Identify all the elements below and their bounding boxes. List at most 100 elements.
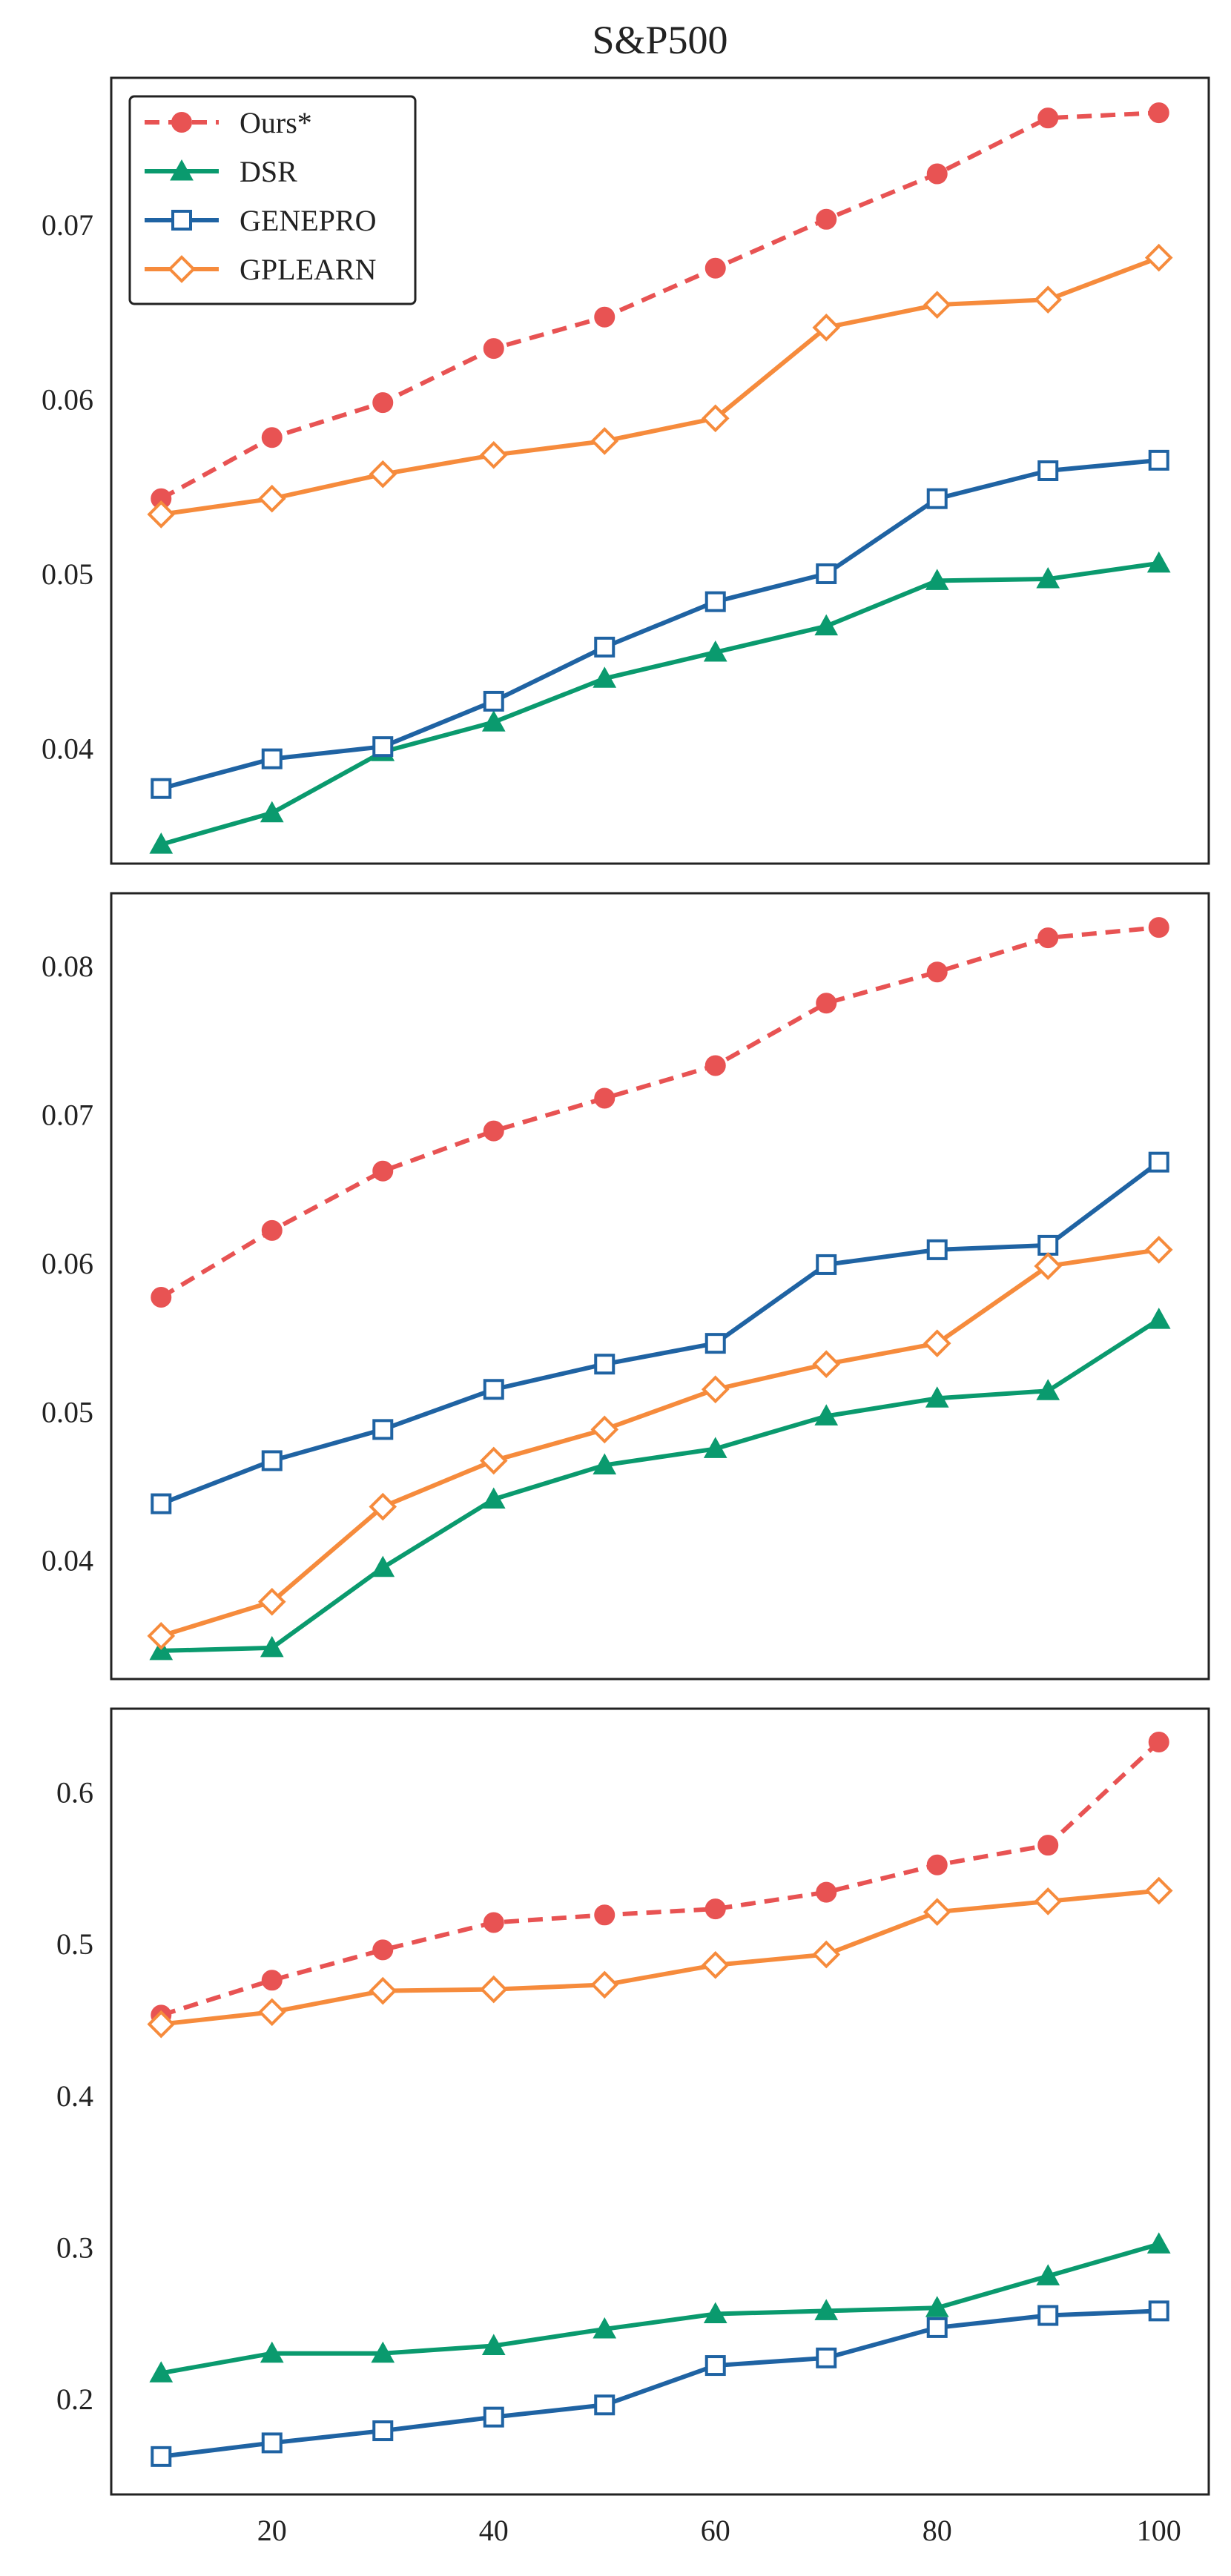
xtick-label: 60 <box>701 2514 730 2547</box>
panel-3-series-genepro-point <box>594 2394 616 2416</box>
panel-3-series-genepro-point <box>372 2420 394 2442</box>
panel-2-series-dsr-point <box>1036 1379 1060 1400</box>
panel-1-series-gplearn-line <box>160 255 1160 517</box>
panel-3-series-genepro-point <box>1037 2305 1059 2326</box>
xtick-label: 40 <box>479 2514 509 2547</box>
panel-1-series-genepro-point <box>483 690 504 712</box>
panel-2-series-gplearn-point <box>923 1329 951 1357</box>
panel-3-ytick-label: 0.4 <box>56 2079 93 2113</box>
panel-2-series-genepro-point <box>261 1450 283 1471</box>
panel-1-series-dsr-point <box>1036 567 1060 589</box>
panel-2-series-ours-point <box>1037 927 1059 949</box>
panel-2: 0.04 0.05 0.06 0.07 0.08 <box>42 892 1210 1681</box>
panel-1-series-gplearn-point <box>147 500 176 529</box>
panel-3-series-genepro-point <box>483 2406 504 2428</box>
panel-3-series-dsr-point <box>260 2341 284 2363</box>
panel-2-series-ours-point <box>151 1287 172 1308</box>
panel-3-series-dsr-point <box>1036 2264 1060 2285</box>
panel-3-frame <box>110 1707 1210 2496</box>
panel-1-series-ours-point <box>483 338 504 360</box>
panel-2-series-ours-point <box>1148 917 1169 938</box>
panel-1-series-genepro-point <box>261 748 283 769</box>
panel-1-series-gplearn-point <box>1034 285 1063 314</box>
panel-3-series-dsr-point <box>1146 2232 1171 2254</box>
panel-2-series-gplearn-point <box>147 1622 176 1650</box>
panel-1-series-dsr-point <box>703 640 727 662</box>
panel-1-series-genepro-line <box>160 457 1160 791</box>
panel-2-series-dsr-point <box>703 1437 727 1458</box>
panel-1-series-ours-point <box>261 427 283 448</box>
panel-1-series-genepro-point <box>594 636 616 658</box>
panel-2-series-gplearn-point <box>369 1492 397 1521</box>
panel-2-series-genepro-point <box>816 1254 837 1275</box>
panel-2-series-genepro-point <box>372 1419 394 1440</box>
panel-3-ytick-label: 0.5 <box>56 1927 93 1961</box>
panel-1: 0.04 0.05 0.06 0.07 Ours* DSR GENEPRO GPLEARN <box>42 76 1210 865</box>
legend-genepro-marker <box>171 210 192 231</box>
panel-3-series-ours-point <box>1037 1835 1059 1856</box>
panel-1-series-genepro-point <box>1148 449 1169 471</box>
panel-3: 0.2 0.3 0.4 0.5 0.6 <box>56 1707 1210 2496</box>
panel-3-series-dsr-point <box>481 2334 506 2355</box>
panel-1-series-dsr-point <box>925 569 949 590</box>
panel-2-series-dsr-point <box>925 1386 949 1408</box>
xtick-label: 20 <box>257 2514 287 2547</box>
panel-3-series-ours-point <box>372 1939 394 1961</box>
panel-1-series-gplearn-point <box>369 460 397 489</box>
panel-1-series-genepro-point <box>372 736 394 758</box>
panel-2-series-ours-line <box>159 925 1160 1299</box>
panel-1-series-dsr-point <box>1146 551 1171 573</box>
panel-1-series-gplearn-point <box>812 314 841 342</box>
panel-2-series-gplearn-point <box>257 1587 286 1616</box>
panel-2-series-genepro-point <box>926 1239 948 1260</box>
panel-2-series-gplearn-point <box>812 1350 841 1379</box>
panel-2-series-ours-point <box>816 993 837 1014</box>
panel-2-series-dsr-point <box>371 1555 395 1577</box>
panel-2-series-dsr-line <box>161 1317 1161 1653</box>
panel-1-series-genepro-point <box>151 778 172 799</box>
panel-2-series-ours-point <box>594 1087 616 1109</box>
panel-2-series-dsr-point <box>260 1635 284 1658</box>
panel-1-ytick-label: 0.07 <box>42 208 93 242</box>
panel-3-series-genepro-point <box>151 2446 172 2467</box>
panel-1-series-ours-point <box>594 306 616 328</box>
panel-2-series-genepro-point <box>1037 1234 1059 1256</box>
panel-2-frame <box>110 892 1210 1681</box>
panel-2-series-ours-point <box>261 1219 283 1241</box>
panel-2-series-genepro-point <box>1148 1151 1169 1173</box>
panel-1-series-gplearn-point <box>701 404 730 433</box>
panel-3-series-dsr-point <box>371 2341 395 2363</box>
legend: Ours* DSR GENEPRO GPLEARN <box>128 95 417 305</box>
panel-3-series-gplearn-point <box>1034 1887 1063 1916</box>
panel-3-series-gplearn-point <box>590 1970 619 1999</box>
chart-title: S&P500 <box>592 18 727 62</box>
panel-1-series-ours-line <box>159 110 1159 501</box>
panel-3-series-dsr-point <box>814 2299 839 2320</box>
legend-gplearn-label: GPLEARN <box>240 253 376 286</box>
panel-2-series-genepro-point <box>594 1354 616 1375</box>
panel-3-series-genepro-point <box>816 2347 837 2368</box>
panel-1-series-genepro-point <box>926 488 948 509</box>
panel-1-series-gplearn-point <box>257 484 286 513</box>
panel-3-series-dsr-line <box>160 2242 1160 2376</box>
panel-3-series-gplearn-point <box>812 1940 841 1969</box>
legend-dsr-label: DSR <box>240 155 297 188</box>
panel-2-series-ours-point <box>372 1160 394 1182</box>
panel-2-series-genepro-point <box>483 1379 504 1400</box>
panel-2-series-gplearn-point <box>590 1415 619 1444</box>
panel-3-series-dsr-point <box>149 2361 174 2383</box>
panel-3-series-gplearn-line <box>160 1888 1160 2027</box>
panel-3-series-gplearn-point <box>701 1951 730 1979</box>
panel-3-series-dsr-point <box>593 2317 617 2339</box>
panel-1-series-dsr-point <box>149 832 174 854</box>
panel-3-series-gplearn-point <box>1144 1876 1173 1905</box>
panel-2-series-genepro-point <box>704 1333 726 1354</box>
panel-3-series-genepro-line <box>160 2308 1159 2459</box>
panel-3-series-ours-point <box>816 1881 837 1903</box>
xtick-label: 100 <box>1137 2514 1181 2547</box>
panel-2-series-dsr-point <box>814 1404 839 1426</box>
panel-2-series-ours-point <box>926 961 948 983</box>
panel-3-series-ours-point <box>1148 1732 1169 1753</box>
panel-3-ytick-label: 0.3 <box>56 2231 93 2264</box>
panel-1-ytick-label: 0.04 <box>42 732 93 766</box>
